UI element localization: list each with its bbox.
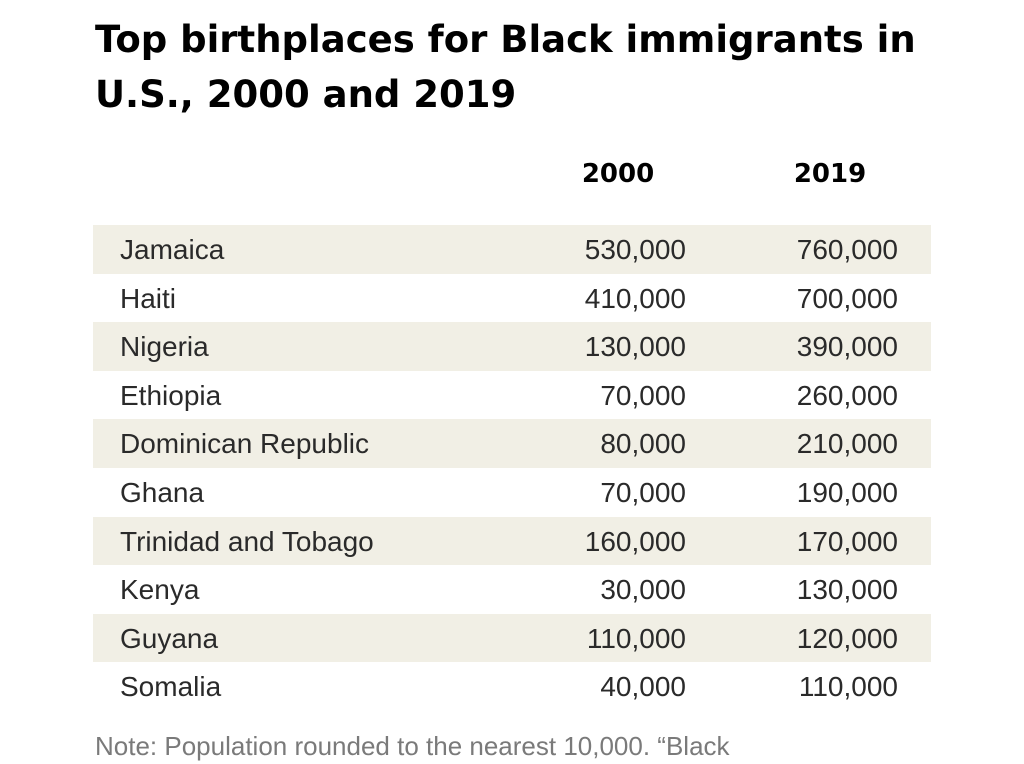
value-2019-cell: 190,000 <box>796 476 898 508</box>
footnote: Note: Population rounded to the nearest … <box>95 731 730 761</box>
country-cell: Kenya <box>120 574 200 606</box>
value-2000-cell: 70,000 <box>600 379 686 411</box>
value-2000-cell: 410,000 <box>584 282 686 314</box>
table-row: Kenya 30,000 130,000 <box>93 565 931 614</box>
value-2000-cell: 30,000 <box>600 574 686 606</box>
value-2000-cell: 80,000 <box>600 428 686 460</box>
table-row: Nigeria 130,000 390,000 <box>93 322 931 371</box>
table-body: Jamaica 530,000 760,000 Haiti 410,000 700,000… <box>93 225 931 711</box>
value-2019-cell: 390,000 <box>796 331 898 363</box>
value-2000-cell: 530,000 <box>584 234 686 265</box>
country-cell: Ghana <box>120 476 205 508</box>
country-cell: Dominican Republic <box>120 428 370 460</box>
country-cell: Somalia <box>120 671 222 703</box>
chart-title: Top birthplaces for Black immigrants in … <box>95 18 916 116</box>
table-row: Jamaica 530,000 760,000 <box>93 225 931 274</box>
column-header-2000: 2000 <box>581 159 655 189</box>
table-row: Ghana 70,000 190,000 <box>93 468 931 517</box>
value-2000-cell: 160,000 <box>584 525 686 557</box>
table-row: Haiti 410,000 700,000 <box>93 274 931 323</box>
value-2019-cell: 120,000 <box>796 622 898 654</box>
country-cell: Jamaica <box>120 234 225 265</box>
table-row: Guyana 110,000 120,000 <box>93 613 931 663</box>
value-2000-cell: 40,000 <box>600 671 686 703</box>
country-cell: Trinidad and Tobago <box>120 525 374 557</box>
country-cell: Guyana <box>120 622 219 654</box>
country-cell: Haiti <box>120 282 177 314</box>
country-cell: Ethiopia <box>120 379 222 411</box>
column-header-2019: 2019 <box>793 159 867 189</box>
table-header: 2000 2019 <box>93 150 931 225</box>
value-2019-cell: 760,000 <box>796 234 898 265</box>
value-2019-cell: 210,000 <box>796 428 898 460</box>
value-2019-cell: 260,000 <box>796 379 898 411</box>
value-2019-cell: 700,000 <box>796 282 898 314</box>
value-2000-cell: 110,000 <box>586 622 686 654</box>
value-2019-cell: 130,000 <box>796 574 898 606</box>
value-2019-cell: 110,000 <box>798 671 898 703</box>
value-2000-cell: 130,000 <box>584 331 686 363</box>
data-table: 2000 2019 Jamaica 530,000 760,000 Haiti 410,… <box>93 150 931 711</box>
table-row: Ethiopia 70,000 260,000 <box>93 371 931 420</box>
value-2019-cell: 170,000 <box>796 525 898 557</box>
table-row: Somalia 40,000 110,000 <box>93 662 931 711</box>
value-2000-cell: 70,000 <box>600 476 686 508</box>
table-row: Dominican Republic 80,000 210,000 <box>93 419 931 468</box>
country-cell: Nigeria <box>120 331 209 363</box>
table-row: Trinidad and Tobago 160,000 170,000 <box>93 516 931 566</box>
